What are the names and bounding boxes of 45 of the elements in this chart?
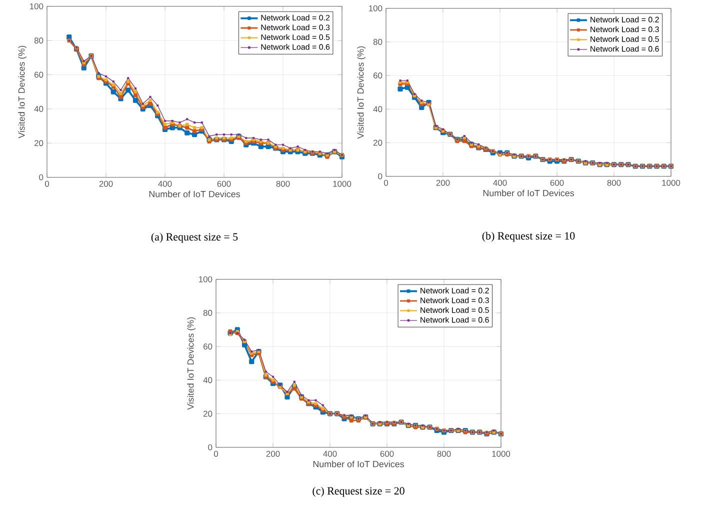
x-tick-label: 600 [217, 180, 231, 187]
y-tick-label: 40 [373, 106, 382, 112]
y-tick-label: 0 [39, 174, 44, 180]
x-tick-label: 1000 [333, 180, 352, 187]
y-tick-label: 60 [204, 343, 212, 350]
x-tick-label: 400 [158, 180, 172, 187]
x-tick-label: 1000 [662, 180, 680, 186]
x-tick-label: 800 [276, 180, 290, 187]
y-tick-label: 40 [34, 106, 44, 112]
y-tick-label: 100 [368, 5, 382, 12]
x-tick-label: 0 [44, 180, 50, 187]
x-tick-label: 400 [493, 180, 507, 186]
x-tick-label: 200 [266, 450, 280, 457]
text: (c) Request size = 20 [312, 486, 404, 497]
y-tick-label: 60 [34, 72, 44, 78]
x-axis-title: Number of IoT Devices [149, 190, 240, 198]
x-tick-label: 0 [384, 180, 388, 186]
y-tick-label: 20 [373, 140, 382, 146]
y-tick-label: 80 [203, 310, 212, 316]
y-tick-label: 100 [198, 276, 212, 282]
y-tick-label: 60 [374, 72, 382, 78]
x-tick-label: 600 [380, 450, 394, 457]
text: (a) Request size = 5 [151, 232, 238, 243]
y-tick-label: 80 [373, 38, 382, 45]
text: (b) Request size = 10 [482, 232, 575, 242]
x-tick-label: 800 [437, 450, 451, 457]
x-tick-label: 200 [99, 180, 113, 187]
y-tick-label: 20 [34, 140, 44, 146]
y-tick-label: 0 [378, 173, 382, 180]
y-tick-label: 40 [203, 376, 212, 383]
y-tick-label: 20 [203, 410, 212, 417]
x-tick-label: 800 [607, 180, 621, 186]
y-axis-title: Visited IoT Devices (%) [18, 46, 27, 138]
x-tick-label: 400 [323, 450, 337, 457]
y-tick-label: 100 [30, 3, 44, 10]
y-tick-label: 0 [208, 444, 212, 450]
x-tick-label: 200 [436, 180, 450, 186]
x-axis-title: Number of IoT Devices [313, 460, 404, 468]
x-tick-label: 600 [550, 180, 564, 186]
y-axis-title: Visited IoT Devices (%) [357, 46, 366, 139]
y-tick-label: 80 [34, 37, 44, 44]
y-axis-title: Visited IoT Devices (%) [187, 317, 196, 410]
x-axis-title: Number of IoT Devices [483, 190, 574, 196]
x-tick-label: 0 [214, 450, 218, 457]
x-tick-label: 1000 [492, 450, 510, 457]
